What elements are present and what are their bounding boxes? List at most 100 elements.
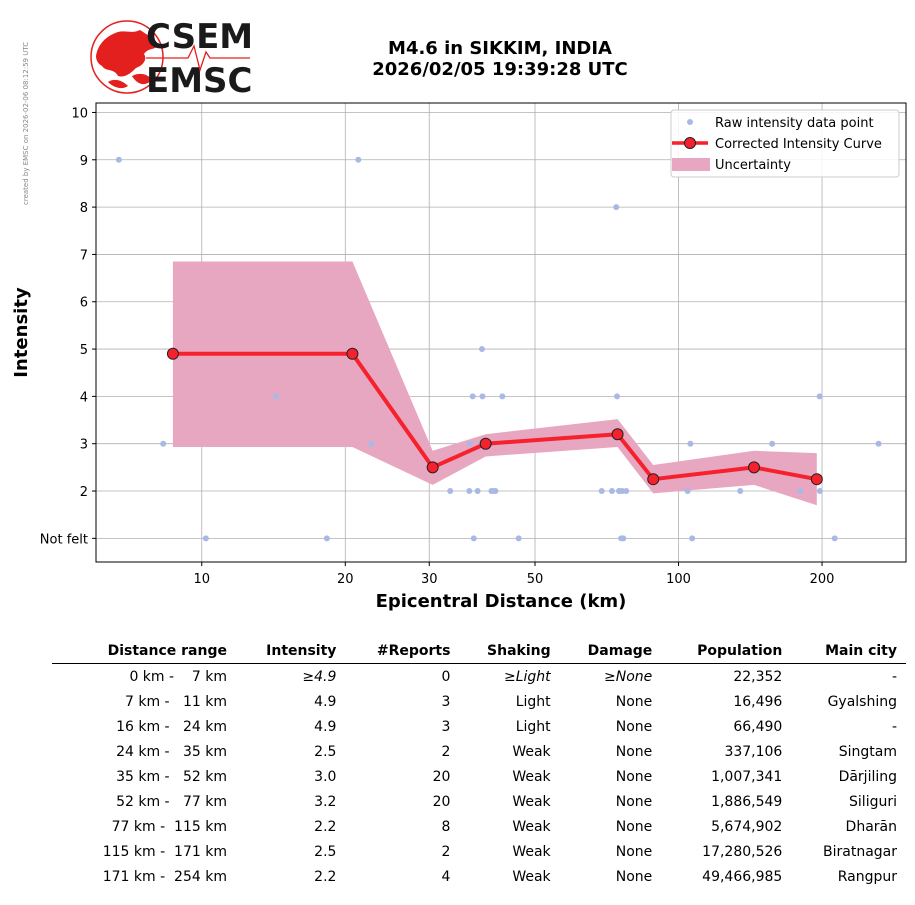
table-cell: ≥Light (503, 668, 551, 685)
table-row: 52 km - 77 km 3.2 20 Weak None 1,886,549 Silig… (52, 789, 906, 814)
legend-raw-label: Raw intensity data point (715, 116, 874, 131)
table-row: 7 km - 11 km 4.9 3 Light None 16,496 Gyalshing (52, 689, 906, 714)
legend-box (670, 109, 900, 178)
table-cell: Gyalshing (827, 693, 897, 710)
x-tick-label: 100 (666, 572, 691, 587)
table-cell: 2 (441, 743, 451, 760)
table-header-row: Distance range Intensity #Reports Shaking Da… (52, 640, 906, 664)
table-cell: - (891, 718, 897, 735)
chart-title-line1: M4.6 in SIKKIM, INDIA (388, 38, 612, 59)
table-cell: None (615, 743, 653, 760)
raw-data-point (272, 393, 279, 400)
table-cell: 171 km - 254 km (102, 868, 227, 885)
table-cell: 4.9 (314, 693, 337, 710)
x-tick-label: 50 (527, 572, 544, 587)
table-row: 77 km - 115 km 2.2 8 Weak None 5,674,902 Dharā… (52, 814, 906, 839)
raw-data-point (608, 488, 615, 495)
table-header-cell: Shaking (459, 640, 560, 664)
table-cell: 8 (441, 818, 451, 835)
raw-data-point (469, 393, 476, 400)
table-cell: 3 (441, 718, 451, 735)
legend-band-swatch (672, 158, 710, 171)
raw-points-group (115, 156, 882, 542)
table-cell: 77 km - 115 km (111, 818, 227, 835)
y-tick-label: 9 (80, 154, 88, 169)
axis-ticks: 10 20 30 50 100 200 Not felt 2 3 4 5 6 7 8 9 10 (40, 106, 835, 587)
table-header-cell: Population (661, 640, 792, 664)
raw-data-point (323, 535, 330, 542)
raw-data-point (598, 488, 605, 495)
raw-data-point (831, 535, 838, 542)
table-cell: 16,496 (733, 693, 783, 710)
x-tick-label: 30 (421, 572, 438, 587)
raw-data-point (689, 535, 696, 542)
curve-point (479, 437, 492, 450)
table-cell: Dharān (845, 818, 897, 835)
intensity-chart: 10 20 30 50 100 200 Not felt 2 3 4 5 6 7 8 9 10 Epicent… (11, 102, 907, 612)
raw-data-point (470, 535, 477, 542)
table-cell: 0 km - 7 km (129, 668, 227, 685)
table-cell: 16 km - 24 km (116, 718, 227, 735)
raw-data-point (160, 440, 167, 447)
curve-point (426, 461, 439, 474)
table-cell: None (615, 718, 653, 735)
plot-frame (95, 102, 907, 563)
corrected-curve-line (172, 351, 818, 482)
table-cell: Weak (512, 818, 551, 835)
raw-data-point (769, 440, 776, 447)
y-tick-label: 8 (80, 201, 88, 216)
legend-band-label: Uncertainty (715, 158, 791, 173)
x-axis-label: Epicentral Distance (km) (376, 591, 627, 612)
table-cell: 5,674,902 (711, 818, 783, 835)
table-cell: 4 (441, 868, 451, 885)
table-cell: Light (515, 693, 551, 710)
y-tick-label: 3 (80, 438, 88, 453)
y-tick-label: Not felt (40, 532, 88, 547)
table-cell: None (615, 868, 653, 885)
curve-point (647, 473, 660, 486)
y-tick-label: 5 (80, 343, 88, 358)
table-row: 115 km - 171 km 2.5 2 Weak None 17,280,526 Bir… (52, 839, 906, 864)
y-axis-label: Intensity (11, 287, 32, 378)
raw-data-point (620, 535, 627, 542)
table-cell: 337,106 (724, 743, 783, 760)
curve-point (810, 473, 823, 486)
table-cell: 2 (441, 843, 451, 860)
raw-data-point (115, 156, 122, 163)
table-body: 0 km - 7 km ≥4.9 0 ≥Light ≥None 22,352 - 7 km -… (52, 664, 906, 890)
table-cell: Weak (512, 768, 551, 785)
table-row: 0 km - 7 km ≥4.9 0 ≥Light ≥None 22,352 - (52, 664, 906, 690)
table-row: 171 km - 254 km 2.2 4 Weak None 49,466,985 Ran… (52, 864, 906, 889)
table-cell: None (615, 818, 653, 835)
table-header-cell: Distance range (52, 640, 236, 664)
table-cell: 52 km - 77 km (116, 793, 227, 810)
raw-data-point (816, 488, 823, 495)
raw-data-point (355, 156, 362, 163)
table-cell: 2.2 (314, 868, 337, 885)
table-cell: None (615, 768, 653, 785)
table-cell: 2.5 (314, 743, 337, 760)
raw-data-point (737, 488, 744, 495)
x-tick-label: 10 (193, 572, 210, 587)
table-cell: ≥None (604, 668, 653, 685)
raw-data-point (684, 488, 691, 495)
raw-data-point (687, 440, 694, 447)
y-tick-label: 10 (71, 106, 88, 121)
table-cell: 2.5 (314, 843, 337, 860)
table-cell: Weak (512, 868, 551, 885)
table-cell: 7 km - 11 km (125, 693, 227, 710)
raw-data-point (499, 393, 506, 400)
y-tick-label: 6 (80, 296, 88, 311)
table-cell: - (891, 668, 897, 685)
chart-title-line2: 2026/02/05 19:39:28 UTC (372, 59, 628, 80)
raw-data-point (614, 393, 621, 400)
table-cell: Weak (512, 743, 551, 760)
table-cell: 49,466,985 (702, 868, 783, 885)
x-tick-label: 20 (337, 572, 354, 587)
raw-data-point (875, 440, 882, 447)
legend: Raw intensity data point Corrected Inten… (670, 109, 900, 178)
raw-data-point (515, 535, 522, 542)
table-row: 16 km - 24 km 4.9 3 Light None 66,490 - (52, 714, 906, 739)
table-cell: 3.2 (314, 793, 337, 810)
table-cell: None (615, 693, 653, 710)
